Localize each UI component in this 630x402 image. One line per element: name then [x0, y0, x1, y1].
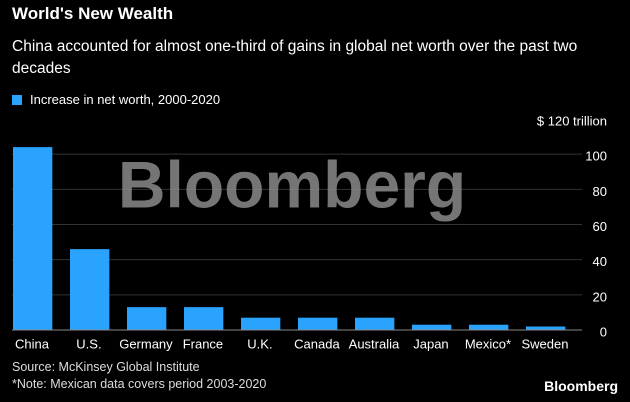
x-tick-label: U.K.: [247, 336, 272, 351]
bar: [13, 147, 53, 330]
x-tick-label: Canada: [294, 336, 340, 351]
x-tick-label: Australia: [349, 336, 400, 351]
bar: [355, 317, 395, 330]
logo: Bloomberg: [544, 378, 618, 394]
y-tick-label: 0: [600, 324, 607, 339]
bar: [127, 307, 167, 330]
x-tick-label: France: [183, 336, 223, 351]
chart-title: World's New Wealth: [12, 4, 174, 23]
legend-swatch: [12, 94, 22, 105]
y-tick-label: 20: [593, 289, 607, 304]
bar: [412, 324, 452, 330]
x-tick-label: Mexico*: [465, 336, 511, 351]
legend-label: Increase in net worth, 2000-2020: [30, 92, 221, 107]
y-tick-label: $ 120 trillion: [537, 113, 607, 128]
x-tick-label: Germany: [119, 336, 173, 351]
bar: [184, 307, 224, 330]
y-tick-label: 40: [593, 254, 607, 269]
bar: [70, 249, 110, 330]
watermark: Bloomberg: [118, 147, 466, 221]
bar: [526, 326, 566, 330]
chart-subtitle: China accounted for almost one-third of …: [12, 38, 578, 77]
x-tick-label: U.S.: [76, 336, 101, 351]
y-tick-label: 60: [593, 219, 607, 234]
x-tick-label: Japan: [413, 336, 448, 351]
note: *Note: Mexican data covers period 2003-2…: [12, 377, 267, 391]
x-tick-label: China: [15, 336, 50, 351]
source: Source: McKinsey Global Institute: [12, 360, 200, 374]
y-tick-label: 80: [593, 184, 607, 199]
bar: [298, 317, 338, 330]
x-tick-label: Sweden: [521, 336, 568, 351]
bar: [469, 324, 509, 330]
y-tick-label: 100: [585, 149, 607, 164]
bar: [241, 317, 281, 330]
legend: Increase in net worth, 2000-2020: [12, 92, 220, 107]
